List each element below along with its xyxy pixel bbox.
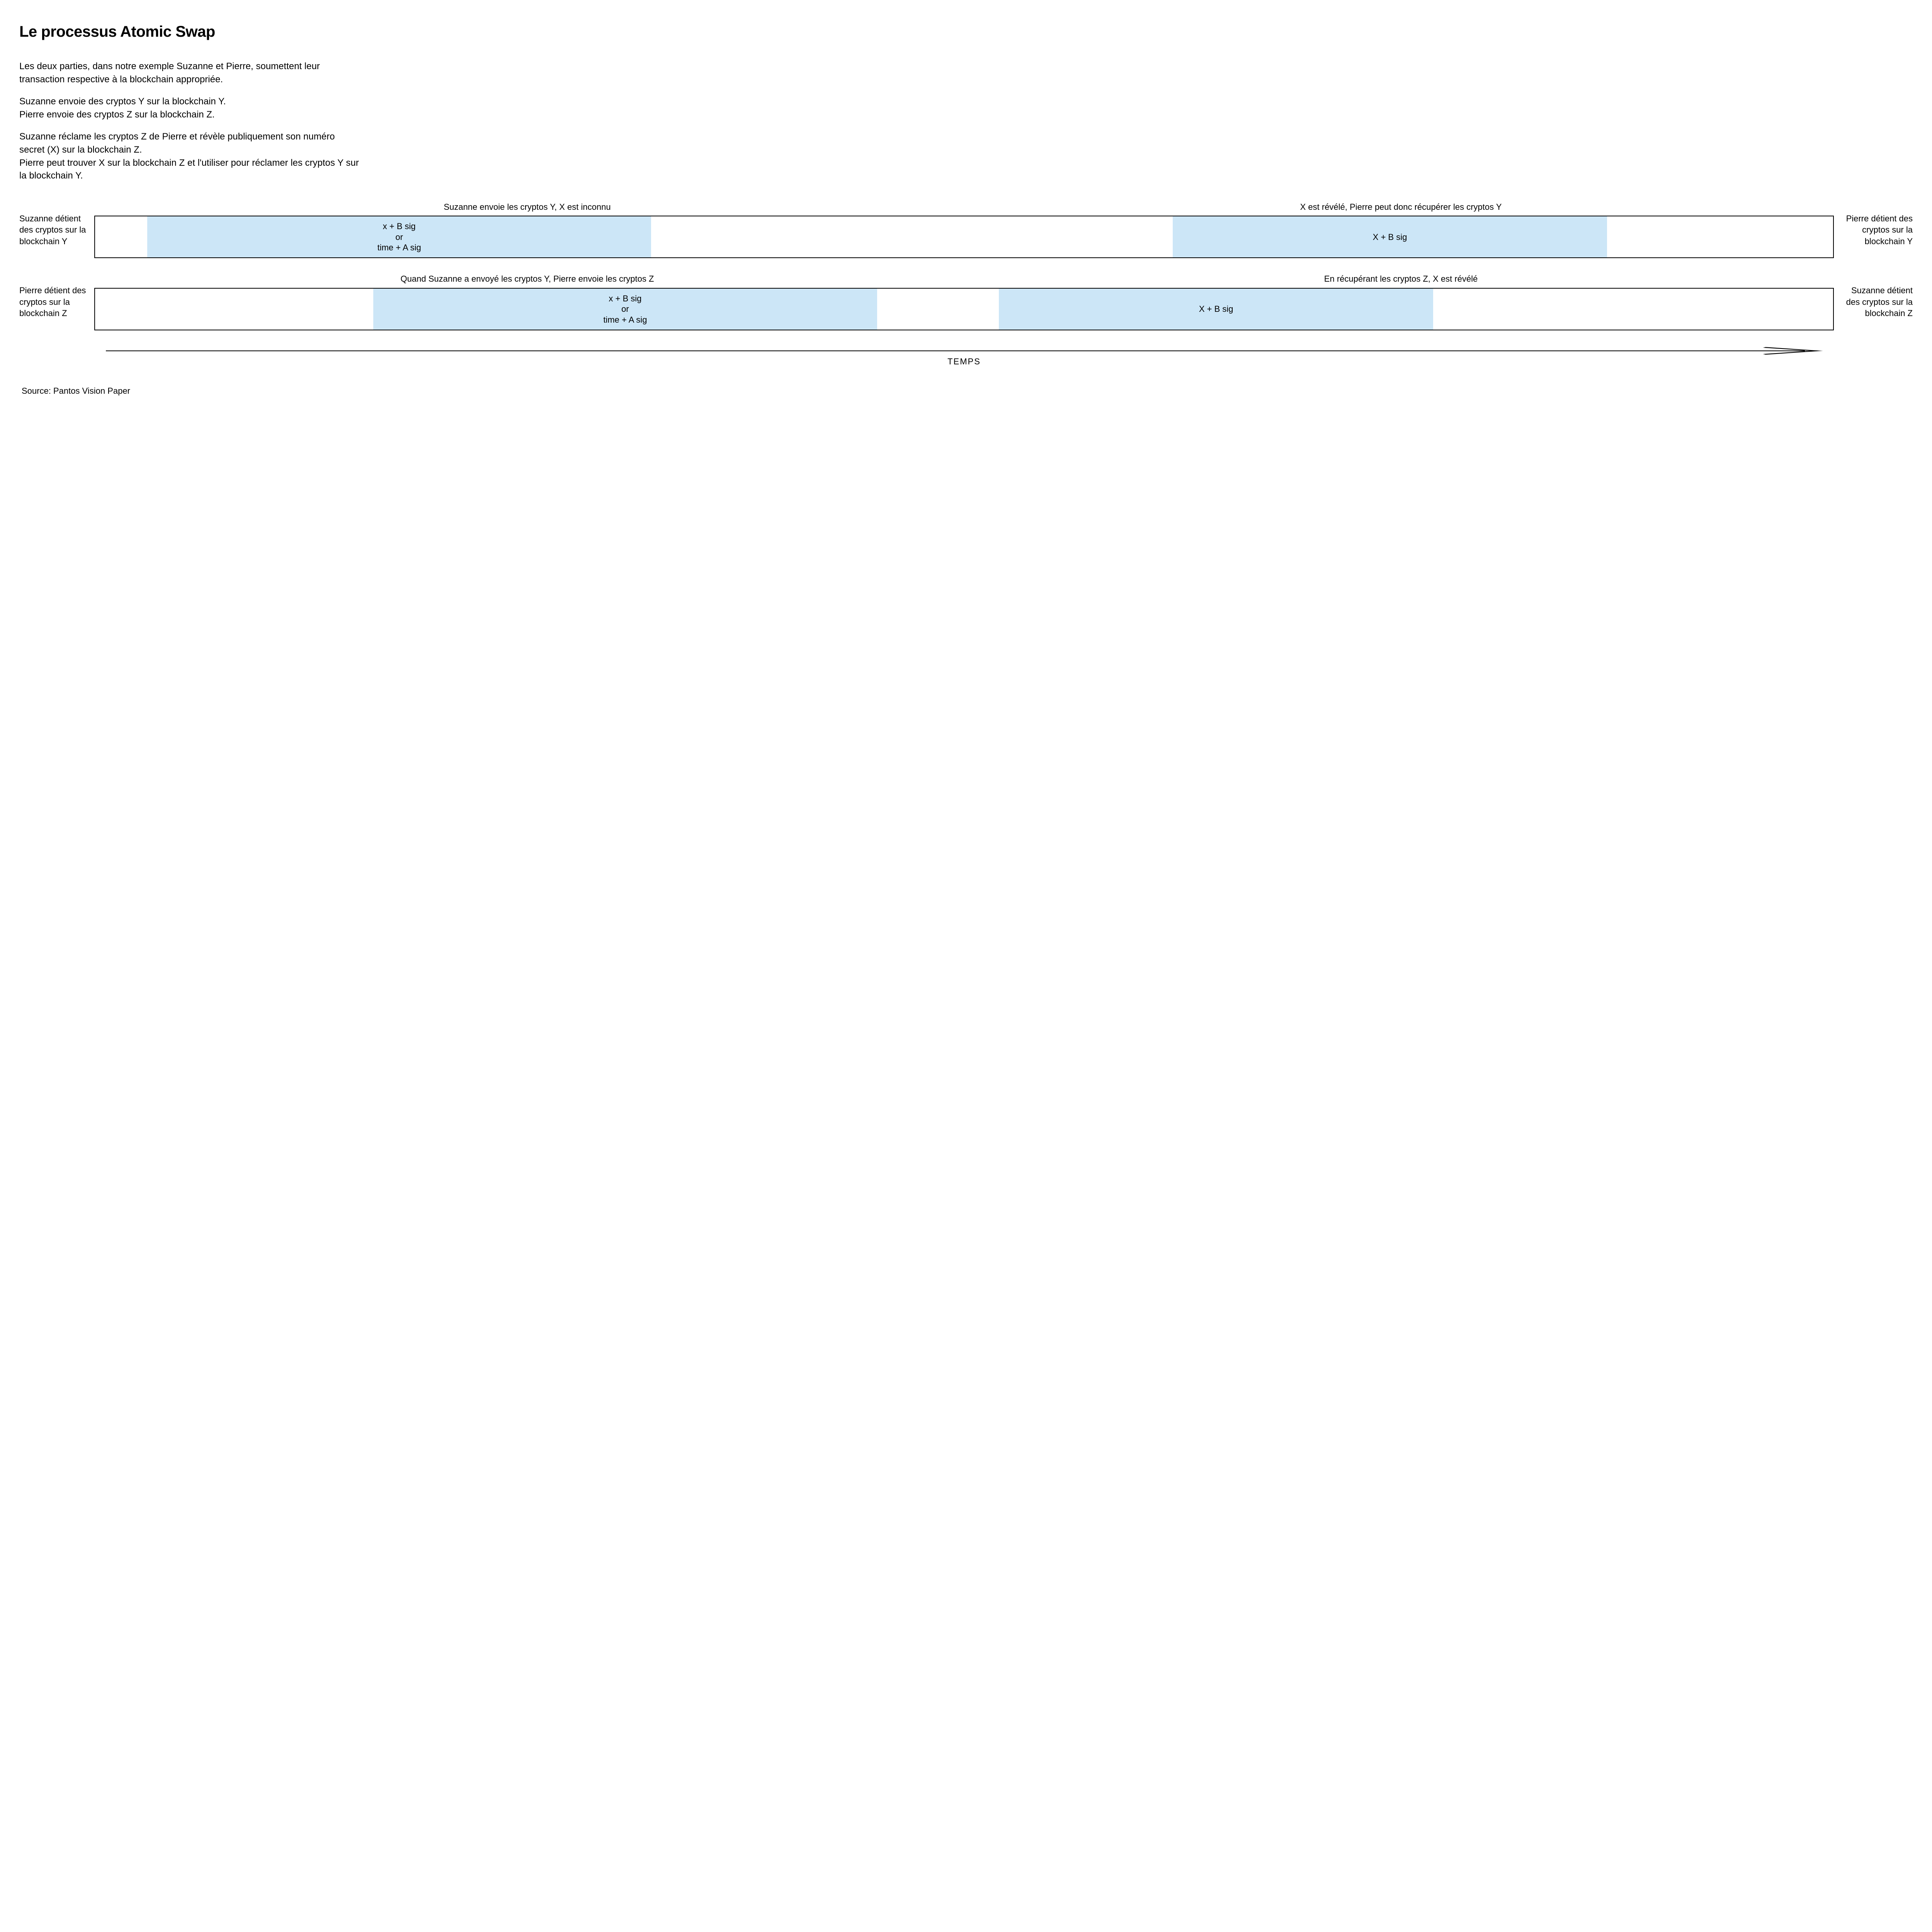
lane2-left-label: Pierre détient des cryptos sur la blockc… bbox=[19, 274, 89, 330]
lane2-block-claim: X + B sig bbox=[999, 289, 1434, 330]
paragraph-3a: Suzanne réclame les cryptos Z de Pierre … bbox=[19, 130, 359, 156]
paragraph-2a: Suzanne envoie des cryptos Y sur la bloc… bbox=[19, 95, 359, 108]
lane2-block2-line1: X + B sig bbox=[1199, 304, 1233, 315]
body-text: Les deux parties, dans notre exemple Suz… bbox=[19, 60, 359, 182]
paragraph-1: Les deux parties, dans notre exemple Suz… bbox=[19, 60, 359, 86]
time-axis: TEMPS bbox=[94, 346, 1834, 367]
paragraph-2: Suzanne envoie des cryptos Y sur la bloc… bbox=[19, 95, 359, 121]
lane1-block1-line2: or bbox=[395, 232, 403, 243]
lane-blockchain-z: Pierre détient des cryptos sur la blockc… bbox=[19, 274, 1913, 330]
page-title: Le processus Atomic Swap bbox=[19, 23, 1913, 41]
lane2-right-label: Suzanne détient des cryptos sur la block… bbox=[1839, 274, 1913, 330]
time-axis-row: TEMPS bbox=[19, 346, 1913, 367]
atomic-swap-diagram: Suzanne détient des cryptos sur la block… bbox=[19, 202, 1913, 367]
time-axis-label: TEMPS bbox=[947, 357, 981, 367]
lane1-block-send: x + B sig or time + A sig bbox=[147, 216, 651, 257]
lane1-bar: x + B sig or time + A sig X + B sig bbox=[94, 216, 1834, 258]
arrow-right-icon bbox=[94, 346, 1834, 356]
lane1-left-label: Suzanne détient des cryptos sur la block… bbox=[19, 202, 89, 259]
lane2-block1-line1: x + B sig bbox=[609, 293, 641, 304]
lane1-center: Suzanne envoie les cryptos Y, X est inco… bbox=[94, 202, 1834, 259]
lane-blockchain-y: Suzanne détient des cryptos sur la block… bbox=[19, 202, 1913, 259]
paragraph-3: Suzanne réclame les cryptos Z de Pierre … bbox=[19, 130, 359, 182]
lane2-center: Quand Suzanne a envoyé les cryptos Y, Pi… bbox=[94, 274, 1834, 330]
lane2-caption-right: En récupérant les cryptos Z, X est révél… bbox=[968, 274, 1834, 285]
lane1-block1-line3: time + A sig bbox=[378, 242, 421, 253]
lane2-captions: Quand Suzanne a envoyé les cryptos Y, Pi… bbox=[94, 274, 1834, 285]
lane1-caption-right: X est révélé, Pierre peut donc récupérer… bbox=[968, 202, 1834, 213]
lane2-block-send: x + B sig or time + A sig bbox=[373, 289, 877, 330]
lane2-block1-line2: or bbox=[621, 304, 629, 315]
lane1-block2-line1: X + B sig bbox=[1373, 232, 1407, 243]
source-text: Source: Pantos Vision Paper bbox=[22, 386, 1913, 396]
lane1-right-label: Pierre détient des cryptos sur la blockc… bbox=[1839, 202, 1913, 259]
page: Le processus Atomic Swap Les deux partie… bbox=[0, 0, 1932, 419]
lane1-block-claim: X + B sig bbox=[1173, 216, 1607, 257]
lane2-bar: x + B sig or time + A sig X + B sig bbox=[94, 288, 1834, 330]
lane1-block1-line1: x + B sig bbox=[383, 221, 416, 232]
lane1-caption-left: Suzanne envoie les cryptos Y, X est inco… bbox=[94, 202, 960, 213]
paragraph-3b: Pierre peut trouver X sur la blockchain … bbox=[19, 156, 359, 182]
lane2-block1-line3: time + A sig bbox=[603, 315, 647, 325]
lane2-caption-left: Quand Suzanne a envoyé les cryptos Y, Pi… bbox=[94, 274, 960, 285]
paragraph-2b: Pierre envoie des cryptos Z sur la block… bbox=[19, 108, 359, 121]
lane1-captions: Suzanne envoie les cryptos Y, X est inco… bbox=[94, 202, 1834, 213]
